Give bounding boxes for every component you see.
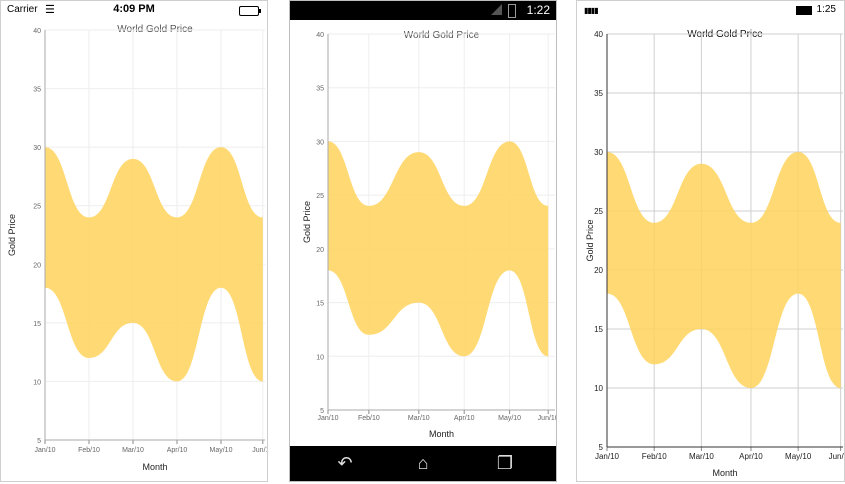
x-axis-title: Month: [712, 468, 737, 478]
y-tick-label: 35: [316, 86, 324, 93]
y-tick-label: 15: [33, 321, 41, 328]
battery-icon: [796, 6, 812, 15]
x-axis-title: Month: [142, 462, 167, 472]
y-tick-label: 5: [599, 443, 604, 452]
android-phone-panel: 1:22 World Gold Price 5 10 15 20 25 30 35 40 Jan/…: [289, 0, 557, 482]
x-tick-label: Jun/10: [538, 415, 556, 422]
x-tick-label: Mar/10: [689, 452, 714, 461]
android-navigation-bar: ↶ ⌂ ❐: [290, 446, 556, 481]
y-tick-label: 25: [316, 193, 324, 200]
windows-phone-panel: ▮▮▮▮ 1:25 World Gold Price 5 10 15 20 25 30 35 4…: [576, 0, 845, 482]
ios-status-bar: Carrier ☰ 4:09 PM: [1, 1, 267, 19]
y-tick-label: 40: [316, 32, 324, 39]
y-tick-label: 10: [33, 379, 41, 386]
x-tick-label: Feb/10: [78, 447, 100, 454]
x-tick-label: May/10: [498, 415, 521, 422]
x-tick-label: Jun/10: [829, 452, 844, 461]
carrier-label: Carrier: [7, 4, 38, 15]
y-tick-label: 10: [316, 354, 324, 361]
battery-icon: [508, 4, 516, 18]
chart-title: World Gold Price: [404, 30, 480, 41]
x-tick-label: May/10: [210, 447, 233, 454]
y-tick-label: 35: [594, 89, 603, 98]
back-button-icon[interactable]: ↶: [337, 453, 353, 473]
y-tick-label: 15: [594, 325, 603, 334]
y-axis-title: Gold Price: [7, 214, 17, 256]
x-tick-label: Jan/10: [34, 447, 55, 454]
y-tick-label: 15: [316, 301, 324, 308]
x-tick-label: Apr/10: [454, 415, 475, 422]
x-tick-label: Jan/10: [317, 415, 338, 422]
y-tick-label: 25: [33, 204, 41, 211]
wifi-icon: ☰: [45, 4, 55, 16]
status-time: 4:09 PM: [113, 3, 155, 15]
y-axis-title: Gold Price: [302, 201, 312, 243]
x-tick-label: May/10: [785, 452, 812, 461]
y-tick-label: 20: [594, 266, 603, 275]
battery-icon: [239, 6, 261, 16]
x-tick-label: Feb/10: [358, 415, 380, 422]
gold-price-range-area: [45, 147, 263, 382]
y-axis-title: Gold Price: [585, 219, 595, 261]
y-tick-label: 20: [316, 247, 324, 254]
y-tick-label: 40: [594, 30, 603, 39]
android-status-bar: 1:22: [290, 1, 556, 20]
gold-price-range-area: [607, 152, 841, 388]
status-time: 1:25: [816, 4, 836, 15]
signal-icon: [491, 4, 502, 15]
y-tick-label: 30: [594, 148, 603, 157]
y-tick-label: 25: [594, 207, 603, 216]
gold-price-range-area: [328, 141, 549, 357]
x-tick-label: Mar/10: [408, 415, 430, 422]
x-tick-label: Apr/10: [739, 452, 763, 461]
status-time: 1:22: [526, 3, 550, 17]
y-tick-label: 5: [320, 408, 324, 415]
x-axis-title: Month: [429, 429, 454, 439]
recent-apps-button-icon[interactable]: ❐: [496, 453, 514, 473]
x-tick-label: Jan/10: [595, 452, 620, 461]
signal-icon: ▮▮▮▮: [584, 6, 599, 15]
x-tick-label: Apr/10: [167, 447, 188, 454]
windows-status-bar: ▮▮▮▮ 1:25: [577, 1, 844, 17]
x-tick-label: Mar/10: [122, 447, 144, 454]
y-tick-label: 30: [33, 145, 41, 152]
y-tick-label: 30: [316, 139, 324, 146]
y-tick-label: 40: [33, 28, 41, 35]
y-tick-label: 10: [594, 384, 603, 393]
y-tick-label: 35: [33, 87, 41, 94]
ios-phone-panel: Carrier ☰ 4:09 PM World Gold Price 5 10 15 2…: [0, 0, 268, 482]
gold-price-chart-android: World Gold Price 5 10 15 20 25 30 35 40 Jan/10 Feb…: [302, 30, 556, 439]
y-tick-label: 5: [37, 438, 41, 445]
x-tick-label: Feb/10: [642, 452, 667, 461]
home-button-icon[interactable]: ⌂: [417, 453, 429, 473]
x-tick-label: Jun/10: [252, 447, 267, 454]
y-tick-label: 20: [33, 262, 41, 269]
